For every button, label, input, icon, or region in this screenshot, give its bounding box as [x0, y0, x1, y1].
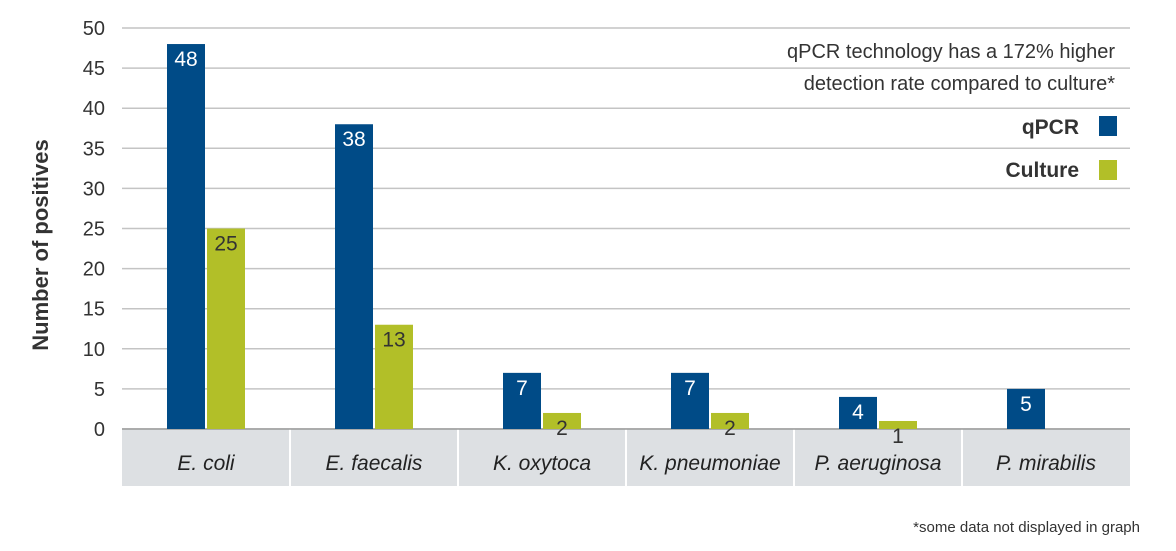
y-tick-label: 10 [83, 339, 105, 361]
bar-qpcr-p-mirabilis [1007, 388, 1045, 429]
bar-culture-k-pneumoniae [711, 412, 749, 429]
data-label-qpcr-p-mirabilis: 5 [1020, 393, 1032, 416]
y-axis-label: Number of positives [28, 139, 53, 350]
legend-swatch-culture [1099, 160, 1117, 180]
data-label-culture-p-aeruginosa: 1 [892, 425, 904, 448]
y-axis-ticks: 0 5 10 15 20 25 30 35 40 45 50 [83, 18, 105, 441]
y-tick-label: 45 [83, 58, 105, 80]
x-tick-label-e-faecalis: E. faecalis [326, 452, 423, 475]
y-tick-label: 50 [83, 18, 105, 40]
x-tick-label-p-aeruginosa: P. aeruginosa [815, 452, 942, 475]
data-label-qpcr-e-faecalis: 38 [342, 128, 365, 151]
footnote: *some data not displayed in graph [913, 519, 1140, 536]
bar-culture-e-coli [207, 228, 245, 429]
legend-swatch-qpcr [1099, 116, 1117, 136]
y-tick-label: 30 [83, 178, 105, 200]
data-labels: 48 38 7 7 4 5 25 13 2 2 1 [174, 48, 1032, 448]
data-label-culture-e-faecalis: 13 [382, 329, 405, 352]
gridlines [122, 27, 1130, 430]
category-band: E. coli E. faecalis K. oxytoca K. pneumonia… [122, 428, 1130, 486]
data-label-qpcr-e-coli: 48 [174, 48, 197, 71]
x-tick-label-k-oxytoca: K. oxytoca [493, 452, 591, 475]
x-tick-label-k-pneumoniae: K. pneumoniae [639, 452, 780, 475]
bar-qpcr-k-oxytoca [503, 372, 541, 429]
y-tick-label: 35 [83, 138, 105, 160]
data-label-qpcr-p-aeruginosa: 4 [852, 401, 864, 424]
data-label-culture-k-oxytoca: 2 [556, 417, 568, 440]
bars [167, 44, 1045, 430]
bar-qpcr-e-faecalis [335, 124, 373, 430]
annotation-line-2: detection rate compared to culture* [804, 73, 1116, 95]
annotation-line-1: qPCR technology has a 172% higher [787, 41, 1115, 63]
y-tick-label: 25 [83, 219, 105, 241]
legend-label-qpcr: qPCR [1022, 116, 1079, 139]
bar-culture-e-faecalis [375, 324, 413, 429]
y-tick-label: 5 [94, 379, 105, 401]
bar-qpcr-p-aeruginosa [839, 396, 877, 429]
x-tick-label-e-coli: E. coli [177, 452, 236, 475]
y-tick-label: 15 [83, 299, 105, 321]
x-tick-label-p-mirabilis: P. mirabilis [996, 452, 1096, 475]
y-tick-label: 0 [94, 419, 105, 441]
bar-qpcr-e-coli [167, 44, 205, 429]
data-label-culture-k-pneumoniae: 2 [724, 417, 736, 440]
bar-culture-k-oxytoca [543, 412, 581, 429]
y-tick-label: 40 [83, 98, 105, 120]
legend-label-culture: Culture [1006, 159, 1080, 182]
data-label-culture-e-coli: 25 [214, 233, 237, 256]
bar-qpcr-k-pneumoniae [671, 372, 709, 429]
bar-culture-p-aeruginosa [879, 420, 917, 429]
legend: qPCR Culture [1006, 116, 1117, 182]
data-label-qpcr-k-oxytoca: 7 [516, 377, 528, 400]
data-label-qpcr-k-pneumoniae: 7 [684, 377, 696, 400]
y-tick-label: 20 [83, 259, 105, 281]
